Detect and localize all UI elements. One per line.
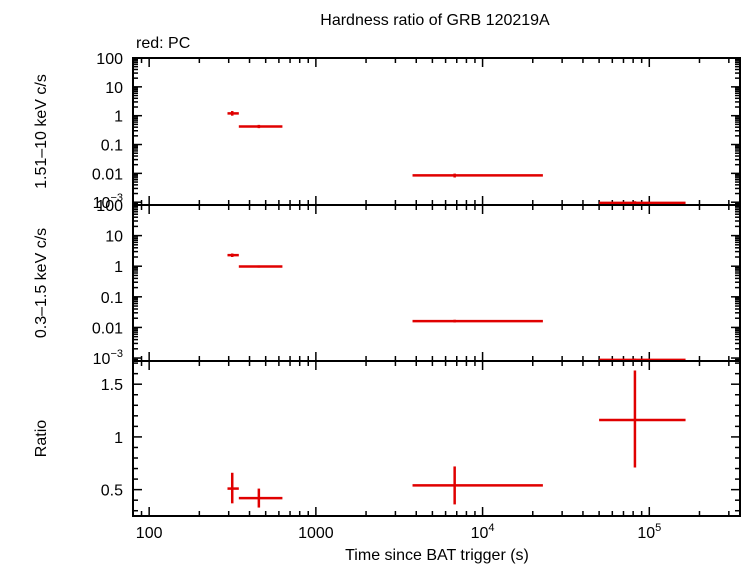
panel-frame — [132, 360, 741, 517]
data-point — [227, 253, 239, 257]
y-axis-label-hard: 1.51–10 keV c/s — [33, 74, 50, 189]
y-tick-label: 0.01 — [92, 166, 123, 183]
y-tick-label: 0.5 — [101, 483, 123, 500]
y-tick-label: 10 — [105, 80, 123, 97]
legend-note: red: PC — [136, 35, 190, 52]
y-tick-label: 1 — [114, 259, 123, 276]
data-point — [238, 488, 283, 508]
y-tick-label: 10−3 — [93, 348, 123, 368]
y-tick-label: 1.5 — [101, 377, 123, 394]
data-point — [599, 370, 686, 468]
x-tick-label: 104 — [471, 522, 495, 542]
y-tick-label: 1 — [114, 109, 123, 126]
y-tick-label: 0.1 — [101, 138, 123, 155]
data-point — [412, 466, 543, 505]
x-tick-label: 100 — [136, 525, 163, 542]
y-tick-label: 100 — [96, 51, 123, 68]
data-point — [238, 265, 283, 268]
data-point — [238, 124, 283, 129]
panel-frame — [132, 57, 741, 206]
y-axis-label-ratio: Ratio — [33, 420, 50, 457]
y-tick-label: 0.1 — [101, 290, 123, 307]
data-point — [599, 201, 686, 205]
y-tick-label: 0.01 — [92, 320, 123, 337]
panel-frame — [132, 204, 741, 362]
x-tick-label: 1000 — [298, 525, 334, 542]
panel-ratio: 1.5 1 0.5 Ratio — [33, 360, 741, 517]
data-point — [227, 111, 239, 116]
plot-area: 100 10 1 0.1 0.01 10−3 1.51–10 keV c/s 100 10 1 0.… — [33, 51, 741, 542]
x-tick-label: 105 — [637, 522, 661, 542]
y-tick-label: 1 — [114, 430, 123, 447]
y-tick-label: 100 — [96, 198, 123, 215]
data-point — [412, 319, 543, 323]
y-axis-label-soft: 0.3–1.5 keV c/s — [33, 228, 50, 338]
data-point — [412, 173, 543, 178]
y-tick-label: 10 — [105, 229, 123, 246]
x-axis-label: Time since BAT trigger (s) — [345, 547, 529, 564]
data-point — [227, 472, 239, 504]
panel-soft: 100 10 1 0.1 0.01 10−3 0.3–1.5 keV c/s — [33, 198, 741, 368]
chart-title: Hardness ratio of GRB 120219A — [320, 12, 550, 29]
